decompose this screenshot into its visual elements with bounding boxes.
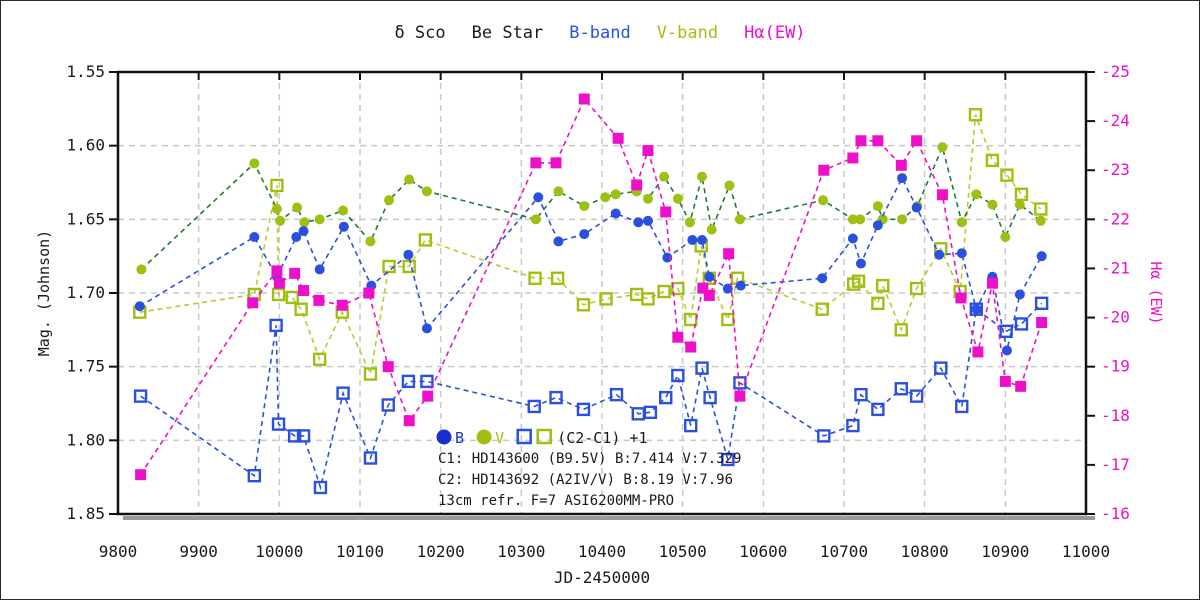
x-tick-labels: 9800 9900 10000 10100 10200 10300 10400 10500 10…	[99, 542, 1110, 561]
svg-text:-17: -17	[1101, 455, 1130, 474]
svg-text:-16: -16	[1101, 504, 1130, 523]
y-right-axis-label: Hα (EW)	[1147, 261, 1165, 324]
chart-title: δ Sco Be Star B-band V-band Hα(EW)	[394, 23, 805, 43]
title-segment-halpha: Hα(EW)	[744, 23, 806, 43]
svg-text:-25: -25	[1101, 62, 1130, 81]
svg-text:-18: -18	[1101, 406, 1130, 425]
svg-text:1.65: 1.65	[66, 209, 105, 228]
axis-ticks	[109, 71, 1095, 515]
y-left-axis-label: Mag. (Johnson)	[35, 230, 53, 356]
y-left-tick-labels: 1.55 1.60 1.65 1.70 1.75 1.80 1.85	[66, 62, 105, 523]
legend-label-3: (C2-C1) +1	[557, 429, 647, 447]
svg-text:9800: 9800	[99, 542, 138, 561]
svg-text:1.55: 1.55	[66, 62, 105, 81]
svg-text:-24: -24	[1101, 111, 1130, 130]
legend-marker-1	[476, 429, 492, 445]
svg-text:-19: -19	[1101, 357, 1130, 376]
legend-marker-2	[516, 428, 532, 445]
svg-text:10100: 10100	[336, 542, 384, 561]
svg-text:10300: 10300	[497, 542, 545, 561]
title-segment-object-type: Be Star	[471, 23, 544, 43]
title-segment-b-band: B-band	[569, 23, 631, 43]
series--c2-c1-1-v	[133, 108, 1048, 381]
svg-text:10400: 10400	[578, 542, 626, 561]
svg-text:1.80: 1.80	[66, 430, 105, 449]
legend-note-0: C1: HD143600 (B9.5V) B:7.414 V:7.329	[438, 451, 741, 467]
series-h-ew	[135, 93, 1048, 481]
svg-text:1.75: 1.75	[66, 357, 105, 376]
svg-text:10200: 10200	[417, 542, 465, 561]
svg-text:-23: -23	[1101, 160, 1130, 179]
legend-marker-0	[436, 429, 452, 445]
title-segment-object-name: δ Sco	[394, 23, 446, 43]
svg-text:1.70: 1.70	[66, 283, 105, 302]
svg-text:1.60: 1.60	[66, 136, 105, 155]
frame-shadow	[123, 516, 1095, 520]
y-right-tick-labels: -25 -24 -23 -22 -21 -20 -19 -18 -17 -16	[1101, 62, 1130, 523]
svg-text:10900: 10900	[981, 542, 1029, 561]
x-axis-label: JD-2450000	[554, 568, 650, 587]
legend: B V (C2-C1) +1 C1: HD143600 (B9.5V) B:7.414…	[436, 428, 741, 509]
svg-text:1.85: 1.85	[66, 504, 105, 523]
svg-text:10000: 10000	[255, 542, 303, 561]
svg-text:10600: 10600	[739, 542, 787, 561]
svg-text:9900: 9900	[179, 542, 218, 561]
legend-label-0: B	[455, 429, 464, 447]
legend-marker-3	[536, 428, 552, 445]
svg-text:10500: 10500	[659, 542, 707, 561]
svg-text:10800: 10800	[901, 542, 949, 561]
svg-text:10700: 10700	[820, 542, 868, 561]
series-v	[136, 142, 1046, 275]
svg-text:11000: 11000	[1062, 542, 1110, 561]
svg-text:-20: -20	[1101, 308, 1130, 327]
title-segment-v-band: V-band	[656, 23, 719, 43]
legend-note-2: 13cm refr. F=7 ASI6200MM-PRO	[438, 493, 674, 509]
svg-text:-21: -21	[1101, 258, 1130, 277]
svg-text:-22: -22	[1101, 209, 1130, 228]
legend-label-1: V	[495, 429, 504, 447]
legend-note-1: C2: HD143692 (A2IV/V) B:8.19 V:7.96	[438, 472, 733, 488]
